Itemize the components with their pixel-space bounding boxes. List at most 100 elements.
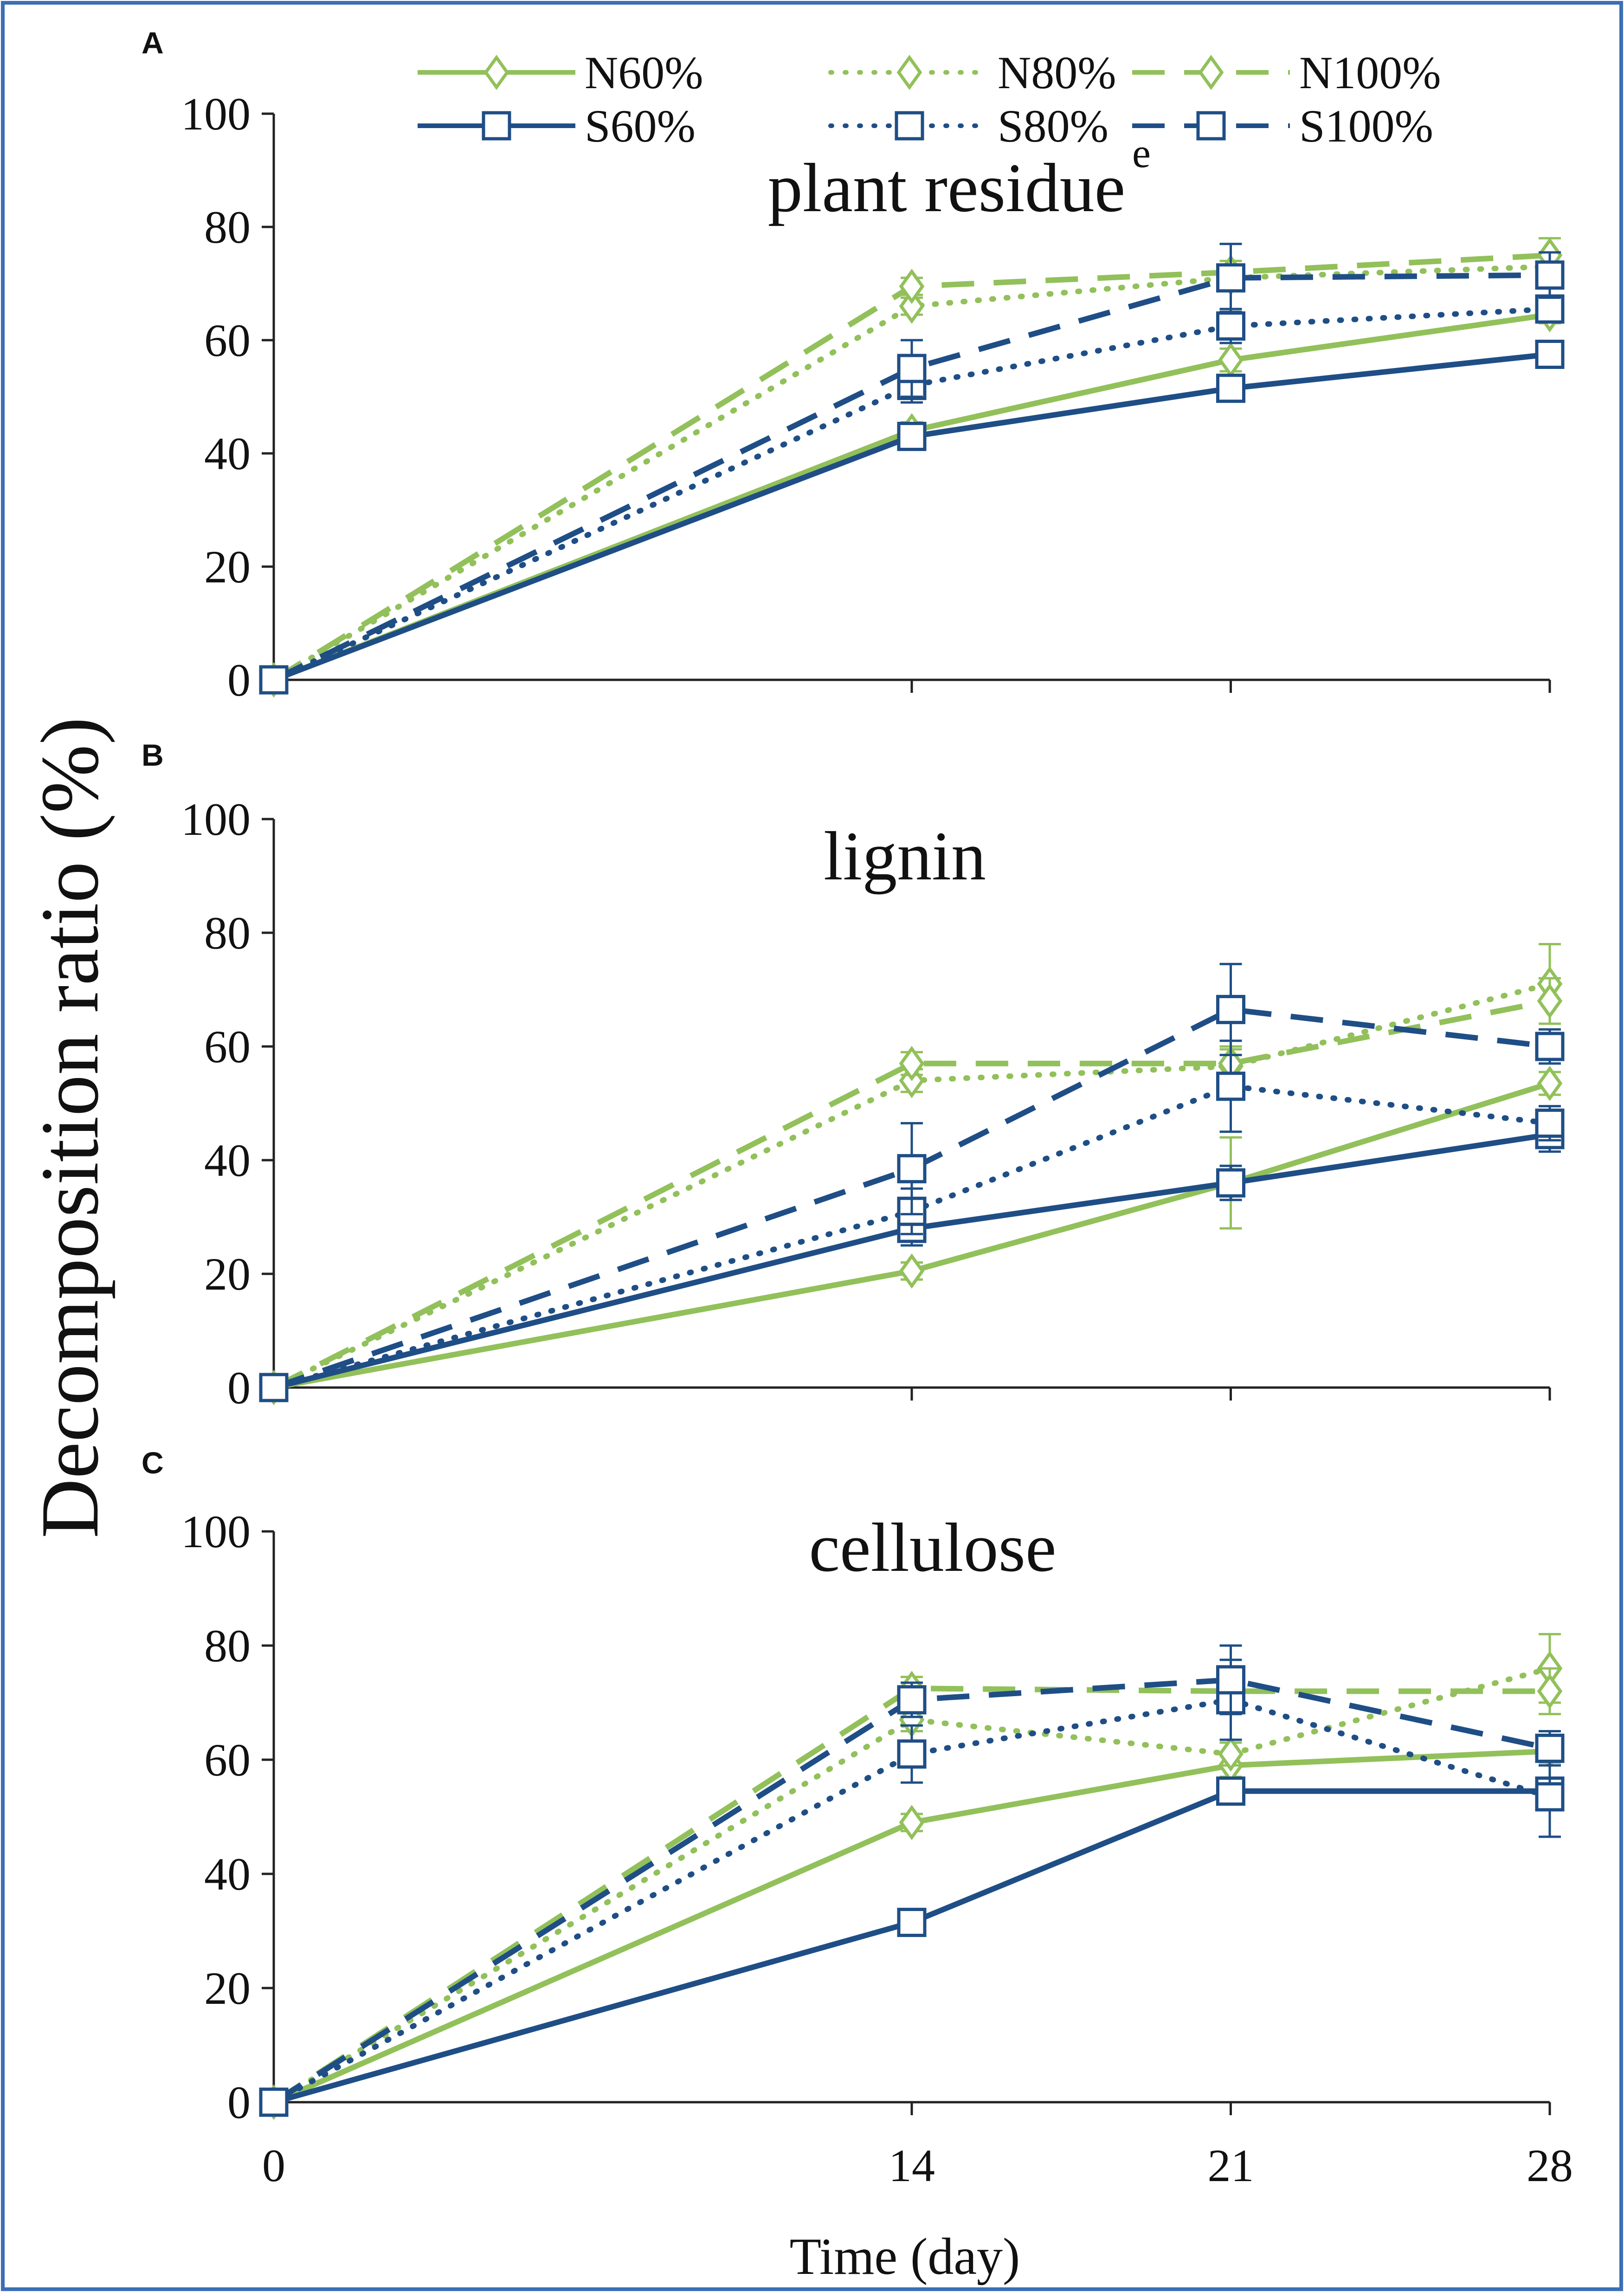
y-tick-label: 60 [204,1734,251,1786]
x-tick-label: 0 [262,2140,285,2191]
series-line [271,981,1553,1390]
series-line [271,1083,1553,1390]
data-point [1535,1733,1565,1763]
legend-label-s100: S100% [1299,100,1433,152]
legend-label-s60: S60% [585,100,696,152]
series-s100 [259,1644,1565,2117]
panel-letter: A [142,26,164,60]
data-point [897,1154,927,1183]
data-point [899,1253,925,1289]
data-point [1535,1782,1565,1812]
legend-entry-n80: N80% [828,47,1116,98]
series-line [271,1697,1553,2105]
x-tick-label: 14 [889,2140,935,2191]
data-point [1216,263,1245,293]
series-line [272,1677,1551,2105]
data-point [1537,1065,1563,1101]
data-point [1216,1776,1245,1806]
series-line [273,1788,1550,2105]
legend-label-n80: N80% [998,47,1116,98]
legend-entry-s100: S100% [1132,100,1433,152]
panel-title: plant residue [768,149,1126,226]
series-line [273,1080,1551,1390]
y-tick-label: 0 [227,1362,251,1414]
y-tick-label: 100 [181,1506,251,1557]
y-tick-label: 60 [204,315,251,366]
x-axis-label: Time (day) [790,2228,1020,2286]
panel-a: A 0 20 40 60 80 100 plant residue e [142,26,1565,706]
stray-label: e [1132,130,1151,176]
data-point [1216,1072,1245,1101]
data-point [899,269,925,304]
y-tick-label: 40 [204,1135,251,1186]
data-point [1535,340,1565,369]
series-line [272,1748,1550,2105]
series-s100 [259,962,1565,1402]
legend-label-n60: N60% [585,47,703,98]
legend-marker-n80 [896,55,922,90]
y-tick-label: 60 [204,1021,251,1072]
panel-letter: B [142,738,164,772]
data-point [1537,983,1563,1019]
y-tick-label: 80 [204,1620,251,1672]
data-point [1535,294,1565,324]
data-point [899,1805,925,1840]
y-tick-label: 20 [204,1248,251,1300]
data-point [1218,1736,1244,1772]
y-tick-label: 100 [181,88,251,140]
legend-entry-s80: S80% [828,100,1108,152]
y-tick-label: 0 [227,2077,251,2128]
series-line [271,306,1553,683]
series-s100 [259,243,1565,695]
data-point [899,288,925,324]
data-point [1537,1673,1563,1709]
legend-marker-n100 [1198,55,1224,90]
y-tick-label: 40 [204,1848,251,1900]
data-point [897,1739,927,1769]
y-tick-label: 0 [227,654,251,706]
data-point [1535,1108,1565,1138]
series-line [272,1685,1550,2105]
series-line [273,1007,1550,1390]
y-tick-label: 100 [181,794,251,845]
legend-entry-n60: N60% [418,47,703,98]
y-tick-label: 40 [204,428,251,479]
data-point [259,1373,289,1402]
y-axis-label: Decomposition ratio (%) [24,717,116,1538]
panel-title: lignin [824,818,986,895]
legend: N60% N80% N100% S60% S80% S100% [418,47,1441,152]
data-point [1535,1032,1565,1061]
data-point [897,421,927,451]
legend-marker-s60 [482,111,511,141]
legend-label-n100: N100% [1299,47,1441,98]
legend-label-s80: S80% [998,100,1108,152]
data-point [1535,260,1565,290]
series-line [272,998,1551,1390]
panels: A 0 20 40 60 80 100 plant residue e B 0 20 40 60 80 100… [142,26,1573,2191]
x-tick-label: 21 [1208,2140,1254,2191]
series-line [272,272,1550,683]
data-point [897,1908,927,1937]
panel-letter: C [142,1446,164,1480]
legend-marker-s80 [895,111,924,141]
y-tick-label: 20 [204,541,251,593]
data-point [899,1046,925,1081]
data-point [259,665,289,695]
y-tick-label: 80 [204,907,251,959]
panel-b: B 0 20 40 60 80 100 lignin [142,738,1565,1414]
series-line [272,252,1550,683]
data-point [1216,1665,1245,1695]
data-point [259,2087,289,2117]
legend-marker-n60 [483,55,509,90]
series-line [273,1131,1550,1390]
series-line [271,1666,1553,2105]
x-tick-label: 28 [1527,2140,1573,2191]
legend-marker-s100 [1196,111,1226,141]
data-point [897,354,927,383]
data-point [1216,994,1245,1024]
data-point [897,1685,927,1715]
y-tick-label: 20 [204,1963,251,2014]
series-line [272,351,1550,683]
panel-c: C 0 20 40 60 80 100 0 14 21 28 cellulose [142,1446,1573,2191]
